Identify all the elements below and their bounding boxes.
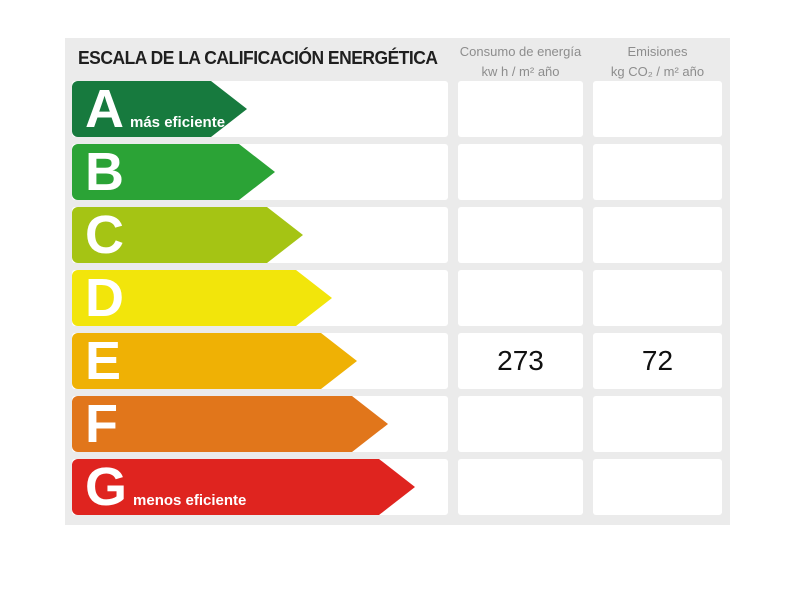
consumo-value-cell: [458, 270, 583, 326]
rating-letter: B: [85, 144, 124, 200]
emisiones-value-cell: [593, 207, 722, 263]
rating-sublabel: menos eficiente: [133, 492, 247, 509]
rating-row-F: F: [72, 396, 722, 452]
emisiones-header-name: Emisiones: [627, 44, 688, 59]
emisiones-value: 72: [641, 345, 674, 376]
rating-letter: F: [85, 396, 118, 452]
rating-bar-cell: E: [72, 333, 448, 389]
rating-letter: C: [85, 207, 124, 263]
rating-panel: ESCALA DE LA CALIFICACIÓN ENERGÉTICA Con…: [65, 38, 730, 525]
emisiones-value-cell: [593, 270, 722, 326]
rating-rows: A más eficiente B C: [72, 81, 722, 522]
consumo-value-cell: [458, 207, 583, 263]
rating-arrow: C: [72, 207, 303, 263]
consumo-value-cell: [458, 396, 583, 452]
rating-row-E: E 273 72: [72, 333, 722, 389]
rating-row-G: G menos eficiente: [72, 459, 722, 515]
emisiones-value-cell: [593, 459, 722, 515]
consumo-value: 273: [497, 345, 544, 376]
rating-sublabel: más eficiente: [130, 114, 226, 131]
consumo-header-name: Consumo de energía: [459, 44, 582, 59]
rating-arrow: B: [72, 144, 275, 200]
rating-arrow: G menos eficiente: [72, 459, 415, 515]
rating-arrow: E: [72, 333, 357, 389]
rating-bar-cell: F: [72, 396, 448, 452]
emisiones-value-cell: 72: [593, 333, 722, 389]
rating-arrow: F: [72, 396, 388, 452]
rating-row-A: A más eficiente: [72, 81, 722, 137]
rating-row-B: B: [72, 144, 722, 200]
rating-bar-cell: B: [72, 144, 448, 200]
emisiones-value-cell: [593, 81, 722, 137]
consumo-header-unit: kw h / m² año: [481, 63, 560, 79]
rating-bar-cell: D: [72, 270, 448, 326]
emisiones-value-cell: [593, 396, 722, 452]
emisiones-value-cell: [593, 144, 722, 200]
rating-row-C: C: [72, 207, 722, 263]
page-title: ESCALA DE LA CALIFICACIÓN ENERGÉTICA: [78, 48, 438, 68]
rating-letter: G: [85, 459, 128, 515]
consumo-value-cell: [458, 81, 583, 137]
rating-arrow: A más eficiente: [72, 81, 247, 137]
emisiones-header-unit: kg CO₂ / m² año: [610, 63, 705, 79]
rating-row-D: D: [72, 270, 722, 326]
column-header-consumo: Consumo de energía kw h / m² año: [458, 42, 583, 81]
consumo-value-cell: [458, 144, 583, 200]
rating-letter: A: [85, 81, 124, 137]
rating-letter: E: [85, 333, 122, 389]
rating-letter: D: [85, 270, 124, 326]
rating-bar-cell: C: [72, 207, 448, 263]
consumo-value-cell: [458, 459, 583, 515]
rating-bar-cell: A más eficiente: [72, 81, 448, 137]
column-header-emisiones: Emisiones kg CO₂ / m² año: [593, 42, 722, 81]
rating-arrow: D: [72, 270, 332, 326]
consumo-value-cell: 273: [458, 333, 583, 389]
rating-bar-cell: G menos eficiente: [72, 459, 448, 515]
